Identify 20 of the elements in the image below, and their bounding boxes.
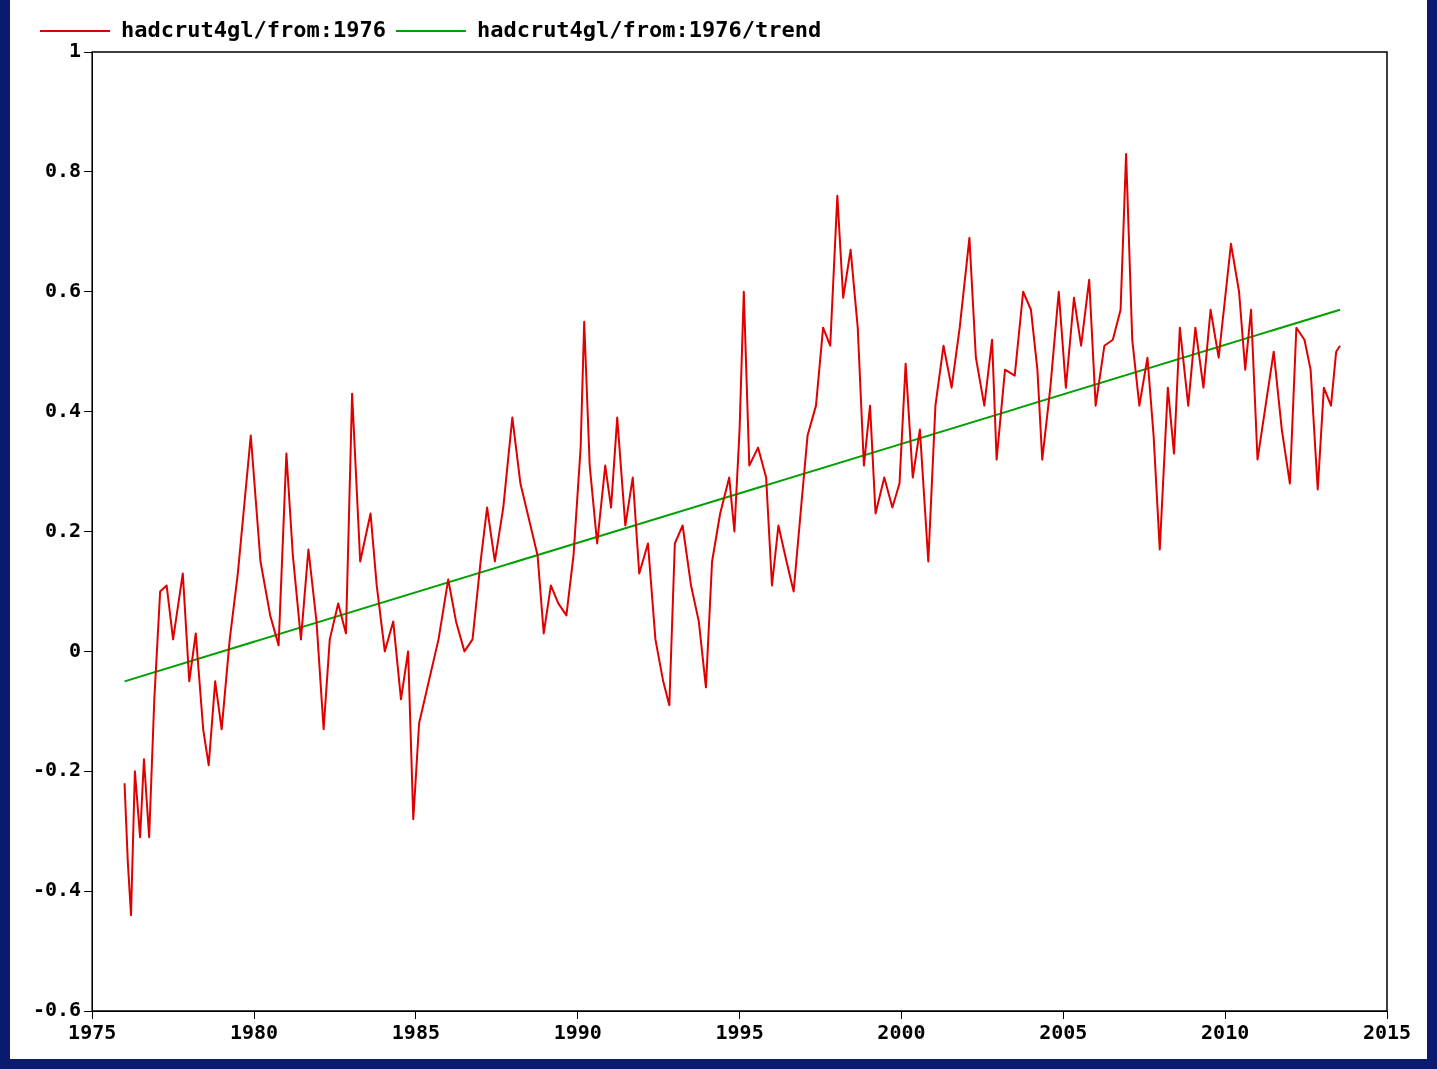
y-tick-label: 0.4 <box>45 397 82 422</box>
x-tick-label: 1985 <box>391 1020 440 1045</box>
x-tick-label: 1975 <box>68 1020 117 1045</box>
legend-label: hadcrut4gl/from:1976/trend <box>476 16 822 42</box>
x-tick-label: 1980 <box>229 1020 279 1045</box>
x-tick-label: 2010 <box>1201 1020 1250 1045</box>
x-tick-label: 1990 <box>553 1020 602 1045</box>
y-tick-label: -0.4 <box>32 877 82 902</box>
legend-label: hadcrut4gl/from:1976 <box>121 16 386 42</box>
y-tick-label: 0.2 <box>45 517 82 542</box>
x-tick-label: 1995 <box>715 1020 764 1045</box>
x-tick-label: 2015 <box>1362 1020 1412 1045</box>
x-tick-label: 2005 <box>1039 1020 1088 1045</box>
y-tick-label: 0 <box>69 637 82 662</box>
y-tick-label: -0.6 <box>32 997 82 1022</box>
y-tick-label: 1 <box>69 38 82 63</box>
y-tick-label: -0.2 <box>32 757 82 782</box>
x-tick-label: 2000 <box>877 1020 926 1045</box>
y-tick-label: 0.8 <box>45 158 82 183</box>
y-tick-label: 0.6 <box>45 277 82 302</box>
